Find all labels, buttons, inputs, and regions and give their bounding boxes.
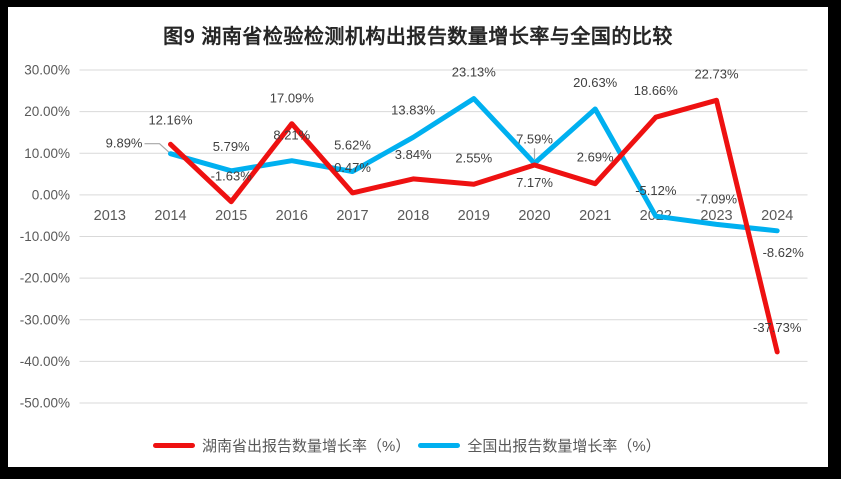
x-tick-label: 2017 [336, 208, 368, 224]
legend-swatch-national-icon [418, 443, 461, 448]
series-line-hunan [168, 97, 780, 355]
legend-swatch-hunan-icon [153, 443, 195, 448]
chart-title: 图9 湖南省检验检测机构出报告数量增长率与全国的比较 [163, 26, 673, 48]
x-tick-label: 2024 [761, 208, 793, 224]
x-tick-label: 2020 [518, 208, 550, 224]
data-label: 22.73% [694, 66, 739, 81]
data-label: -37.73% [753, 320, 802, 335]
data-label: -1.63% [211, 169, 253, 184]
x-tick-label: 2016 [276, 208, 308, 224]
y-tick-label: -20.00% [20, 271, 70, 286]
data-label: 2.69% [577, 150, 614, 165]
data-label: -7.09% [696, 191, 738, 206]
y-tick-label: 30.00% [24, 63, 70, 78]
y-tick-label: 0.00% [32, 187, 70, 202]
data-label: 7.17% [516, 175, 553, 190]
data-label: 7.59% [516, 131, 553, 146]
x-tick-label: 2023 [700, 208, 732, 224]
y-tick-label: -30.00% [20, 312, 70, 327]
legend-label-hunan: 湖南省出报告数量增长率（%） [202, 438, 411, 455]
data-label: 0.47% [334, 160, 371, 175]
data-label: 5.62% [334, 138, 371, 153]
x-tick-label: 2015 [215, 208, 247, 224]
data-label: -5.12% [635, 183, 677, 198]
data-label: 9.89% [106, 136, 143, 151]
series-line-national [168, 96, 780, 234]
x-tick-label: 2014 [154, 208, 186, 224]
y-tick-label: 20.00% [24, 104, 70, 119]
y-tick-label: -10.00% [20, 229, 70, 244]
plot-area: 30.00% 20.00% 10.00% 0.00% -10.00% -20.00% -30… [20, 63, 808, 411]
x-tick-label: 2021 [579, 208, 611, 224]
data-label: -8.62% [763, 245, 805, 260]
y-tick-label: 10.00% [24, 146, 70, 161]
chart-canvas: 图9 湖南省检验检测机构出报告数量增长率与全国的比较 30.00% 20.00% 1… [8, 7, 828, 467]
y-tick-label: -50.00% [20, 396, 70, 411]
data-label: 8.21% [273, 128, 310, 143]
data-label: 17.09% [270, 91, 315, 106]
data-label: 23.13% [452, 65, 497, 80]
label-leader-line [144, 143, 170, 154]
data-label: 18.66% [634, 83, 679, 98]
data-label: 12.16% [148, 112, 193, 127]
x-tick-label: 2013 [94, 208, 126, 224]
x-tick-label: 2019 [458, 208, 490, 224]
legend-label-national: 全国出报告数量增长率（%） [467, 438, 661, 455]
data-label: 3.84% [395, 147, 432, 162]
data-label: 2.55% [455, 150, 492, 165]
data-label: 13.83% [391, 102, 436, 117]
y-tick-label: -40.00% [20, 354, 70, 369]
legend-item-national: 全国出报告数量增长率（%） [418, 435, 661, 456]
legend: 湖南省出报告数量增长率（%） 全国出报告数量增长率（%） [153, 435, 661, 456]
data-label: 20.63% [573, 75, 618, 90]
data-label: 5.79% [213, 139, 250, 154]
legend-item-hunan: 湖南省出报告数量增长率（%） [153, 435, 410, 456]
x-tick-label: 2018 [397, 208, 429, 224]
